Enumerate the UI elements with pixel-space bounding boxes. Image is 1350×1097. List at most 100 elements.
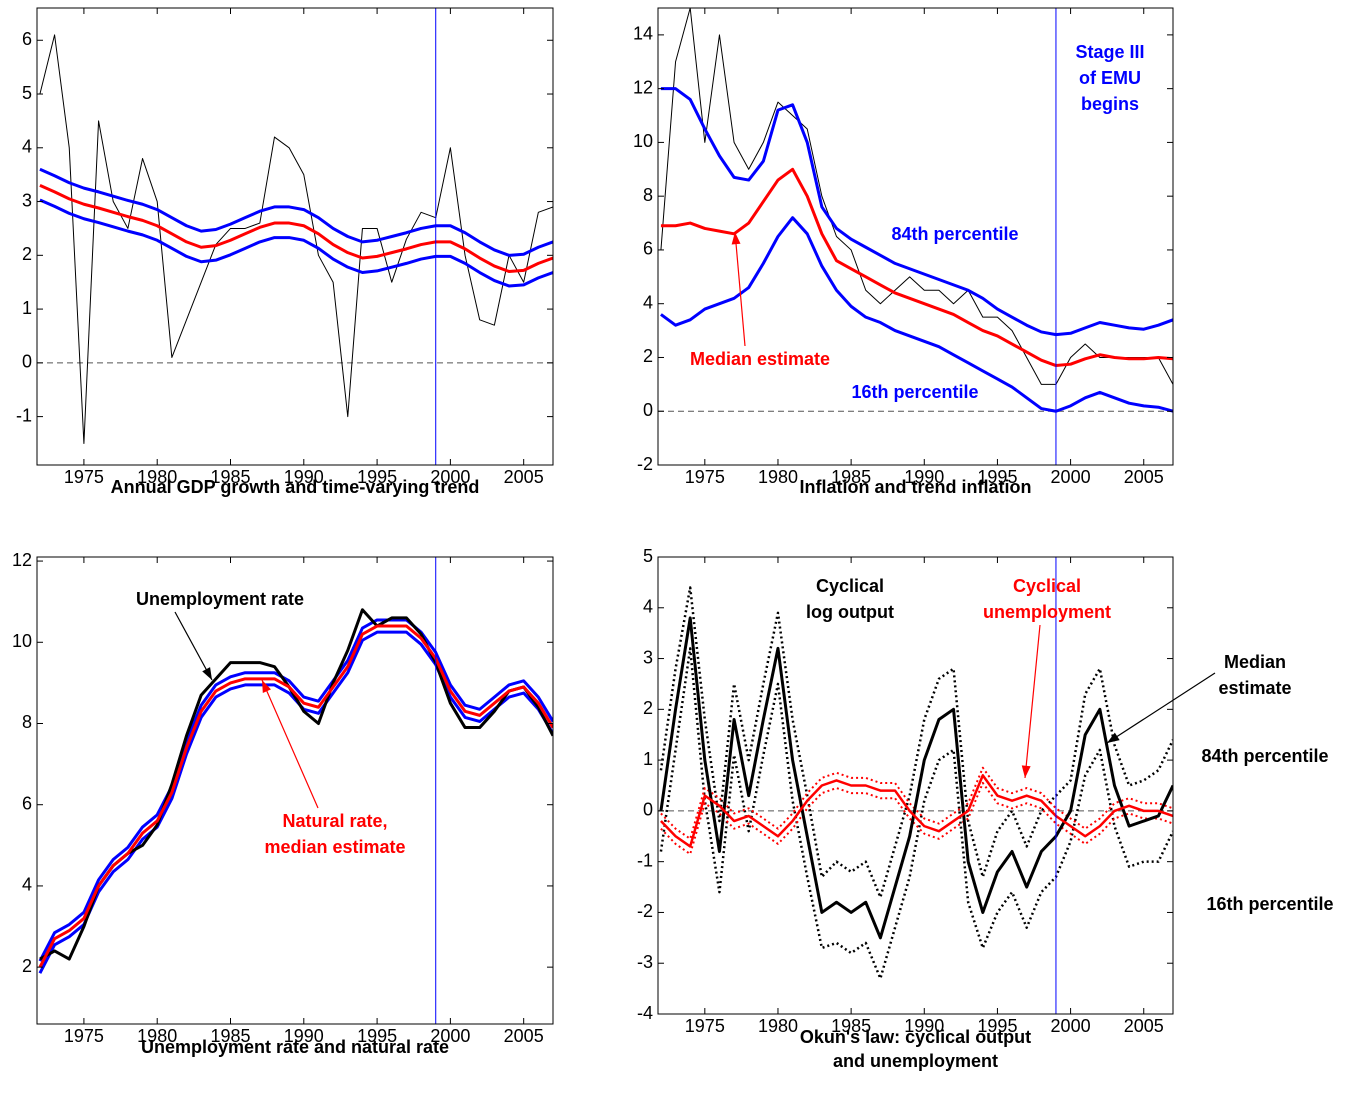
annotation: 16th percentile <box>1206 894 1333 914</box>
x-tick-label: 1995 <box>357 1026 397 1046</box>
series-line <box>39 198 553 288</box>
annotation: median estimate <box>264 837 405 857</box>
y-tick-label: 0 <box>643 400 653 420</box>
axes-frame <box>657 556 1174 1015</box>
x-tick-label: 2000 <box>430 1026 470 1046</box>
annotation: estimate <box>1218 678 1291 698</box>
y-tick-label: 6 <box>643 239 653 259</box>
x-tick-label: 1985 <box>831 467 871 487</box>
y-tick-label: 12 <box>633 77 653 97</box>
x-tick-label: 1990 <box>904 467 944 487</box>
x-tick-label: 1990 <box>284 467 324 487</box>
annotation: 84th percentile <box>891 224 1018 244</box>
arrow-head <box>202 667 212 680</box>
x-tick-label: 1980 <box>758 467 798 487</box>
y-tick-label: 1 <box>22 298 32 318</box>
arrow-head <box>1021 765 1031 778</box>
y-tick-label: 3 <box>643 647 653 667</box>
x-tick-label: 2000 <box>1051 1016 1091 1036</box>
annotation: Unemployment rate <box>136 589 304 609</box>
x-tick-label: 2005 <box>1124 1016 1164 1036</box>
plot-area <box>658 557 1173 1014</box>
y-tick-label: 3 <box>22 190 32 210</box>
x-tick-label: 1995 <box>357 467 397 487</box>
y-tick-label: -1 <box>637 850 653 870</box>
annotation: of EMU <box>1079 68 1141 88</box>
x-tick-label: 1975 <box>64 1026 104 1046</box>
annotation-arrow <box>1106 672 1216 744</box>
annotation: Stage III <box>1075 42 1144 62</box>
y-tick-label: 4 <box>22 137 32 157</box>
arrow-head <box>731 232 741 245</box>
arrow-head <box>262 680 271 693</box>
x-tick-label: 1990 <box>904 1016 944 1036</box>
x-tick-label: 1980 <box>758 1016 798 1036</box>
x-tick-label: 1975 <box>64 467 104 487</box>
y-tick-label: -3 <box>637 952 653 972</box>
x-tick-label: 1980 <box>137 1026 177 1046</box>
series-line <box>660 216 1173 413</box>
series-line <box>659 647 1173 980</box>
series-line <box>660 774 1173 848</box>
y-tick-label: 8 <box>22 712 32 732</box>
chart-caption: and unemployment <box>833 1051 998 1071</box>
series-line <box>660 766 1173 840</box>
y-tick-label: -2 <box>637 901 653 921</box>
series-line <box>660 8 1173 385</box>
y-tick-label: 14 <box>633 24 653 44</box>
x-tick-label: 1990 <box>284 1026 324 1046</box>
chart-caption: Annual GDP growth and time-varying trend <box>111 477 480 497</box>
series-line <box>659 616 1173 940</box>
y-tick-label: 1 <box>643 749 653 769</box>
y-tick-label: 2 <box>22 956 32 976</box>
x-tick-label: 1985 <box>831 1016 871 1036</box>
annotation: Cyclical <box>1013 576 1081 596</box>
annotation: Median <box>1224 652 1286 672</box>
y-tick-label: 4 <box>643 597 653 617</box>
y-tick-label: 2 <box>643 346 653 366</box>
annotation-arrow <box>734 231 746 347</box>
plot-area <box>658 8 1173 465</box>
axes-frame <box>657 7 1174 466</box>
x-tick-label: 1980 <box>137 467 177 487</box>
plot-area <box>37 8 553 465</box>
y-tick-label: 2 <box>643 698 653 718</box>
y-tick-label: 4 <box>643 292 653 312</box>
x-tick-label: 1995 <box>977 1016 1017 1036</box>
annotation-arrow <box>174 611 213 681</box>
y-tick-label: 6 <box>22 793 32 813</box>
y-tick-label: -1 <box>16 405 32 425</box>
series-line <box>660 781 1173 856</box>
y-tick-label: 12 <box>12 550 32 570</box>
annotation: begins <box>1081 94 1139 114</box>
y-tick-label: -2 <box>637 454 653 474</box>
annotation-arrow <box>1024 624 1041 779</box>
x-tick-label: 2005 <box>1124 467 1164 487</box>
y-tick-label: 10 <box>12 631 32 651</box>
series-line <box>660 87 1173 337</box>
y-tick-label: 4 <box>22 875 32 895</box>
y-tick-label: -4 <box>637 1003 653 1023</box>
series-line <box>38 624 553 968</box>
y-tick-label: 2 <box>22 244 32 264</box>
axes-frame <box>36 556 554 1025</box>
x-tick-label: 1975 <box>685 1016 725 1036</box>
chart-caption: Unemployment rate and natural rate <box>141 1037 449 1057</box>
annotation: Natural rate, <box>282 811 387 831</box>
x-tick-label: 2000 <box>430 467 470 487</box>
x-tick-label: 1975 <box>685 467 725 487</box>
annotation: Cyclical <box>816 576 884 596</box>
series-line <box>39 184 553 273</box>
series-line <box>39 608 553 961</box>
chart-caption: Inflation and trend inflation <box>800 477 1032 497</box>
y-tick-label: 0 <box>643 800 653 820</box>
chart-caption: Okun's law: cyclical output <box>800 1027 1031 1047</box>
x-tick-label: 1985 <box>210 1026 250 1046</box>
y-tick-label: 5 <box>643 546 653 566</box>
x-tick-label: 1985 <box>210 467 250 487</box>
y-tick-label: 6 <box>22 29 32 49</box>
x-tick-label: 2000 <box>1051 467 1091 487</box>
axes-frame <box>36 7 554 466</box>
series-line <box>38 630 553 974</box>
